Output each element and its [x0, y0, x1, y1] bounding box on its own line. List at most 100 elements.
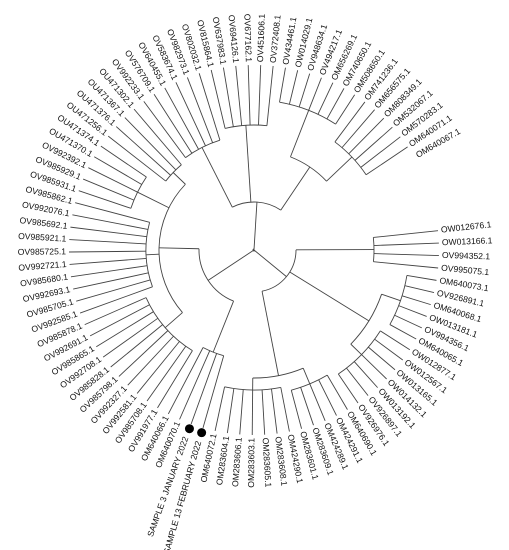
branch-line-84 — [88, 167, 138, 193]
leaf-label: OV992721.1 — [18, 259, 67, 273]
branch-line-53 — [167, 347, 204, 415]
branch-line-51 — [190, 353, 218, 425]
branch-line-68 — [146, 253, 160, 256]
branch-arc-57 — [145, 297, 193, 352]
branch-line-118 — [308, 77, 322, 111]
branch-line-83 — [82, 178, 135, 201]
branch-arc-31 — [291, 374, 328, 391]
branch-line-119 — [317, 82, 334, 115]
branch-line-41 — [261, 389, 266, 435]
tree-branches — [69, 65, 439, 435]
branch-line-21 — [380, 330, 411, 351]
branch-line-87 — [172, 172, 186, 185]
branch-line-18 — [389, 324, 417, 340]
leaf-label: OV677162.1 — [242, 14, 254, 63]
branch-line-129 — [365, 146, 408, 176]
branch-line-30 — [302, 367, 311, 385]
leaf-label: OM283608.1 — [273, 436, 289, 487]
sample-marker-dot — [184, 424, 194, 434]
branch-line-6 — [373, 242, 439, 246]
branch-line-25 — [353, 361, 378, 388]
branch-line-11 — [381, 293, 401, 302]
branch-line-109 — [258, 65, 262, 126]
branch-line-126 — [348, 117, 385, 155]
branch-line-116 — [288, 70, 299, 105]
branch-line-97 — [143, 101, 186, 158]
branch-line-89 — [107, 135, 167, 182]
branch-line-85 — [94, 156, 142, 185]
branch-arc-81 — [130, 176, 147, 209]
branch-arc-4 — [372, 237, 375, 262]
sample-markers — [184, 424, 207, 438]
leaf-label: OV994352.1 — [442, 250, 491, 261]
branch-arc-112 — [290, 156, 327, 182]
branch-line-28 — [261, 291, 279, 376]
branch-line-108 — [247, 65, 251, 126]
branch-line-62 — [118, 330, 169, 377]
leaf-label: OV985725.1 — [18, 246, 67, 257]
branch-line-16 — [398, 305, 427, 317]
branch-line-122 — [326, 156, 353, 182]
branch-arc-10 — [350, 294, 382, 345]
branch-line-7 — [373, 253, 439, 257]
branch-arc-69 — [145, 222, 153, 287]
branch-line-71 — [76, 279, 151, 302]
branch-line-50 — [202, 355, 225, 428]
branch-line-70 — [79, 286, 153, 314]
branch-line-48 — [212, 300, 234, 353]
branch-line-19 — [350, 343, 362, 355]
branch-line-73 — [70, 265, 148, 278]
branch-line-124 — [334, 101, 366, 143]
branch-arc-55 — [158, 183, 186, 313]
leaf-label: OV985692.1 — [19, 215, 68, 231]
branch-line-34 — [309, 383, 326, 421]
branch-line-100 — [175, 82, 206, 146]
branch-arc-12 — [389, 275, 408, 325]
branch-line-46 — [207, 249, 255, 281]
branch-line-26 — [346, 367, 369, 396]
branch-line-107 — [235, 65, 243, 126]
branch-line-36 — [290, 390, 302, 429]
branch-line-9 — [289, 271, 370, 322]
branch-line-66 — [89, 304, 150, 337]
leaf-label: OV372408.1 — [268, 14, 283, 63]
branch-line-8 — [373, 261, 439, 269]
branch-line-1 — [253, 249, 287, 277]
branch-line-91 — [124, 117, 177, 171]
leaf-label: OV985921.1 — [18, 231, 67, 244]
branch-line-98 — [153, 94, 193, 154]
branch-line-78 — [72, 214, 149, 230]
branch-line-60 — [136, 341, 180, 394]
branch-arc-47 — [198, 248, 234, 302]
branch-line-13 — [406, 274, 437, 281]
branch-line-128 — [360, 136, 401, 168]
branch-line-106 — [222, 67, 234, 127]
branch-line-72 — [73, 272, 149, 290]
branch-line-5 — [373, 230, 439, 238]
branch-arc-94 — [232, 201, 282, 211]
leaf-label: OV995075.1 — [441, 263, 490, 278]
branch-line-23 — [368, 346, 396, 371]
branch-line-110 — [266, 65, 274, 126]
leaf-label: OM283605.1 — [261, 437, 274, 487]
branch-line-101 — [186, 77, 214, 143]
branch-line-59 — [146, 346, 187, 402]
leaf-label: OM283606.1 — [230, 437, 244, 488]
branch-line-65 — [96, 311, 154, 348]
branch-line-92 — [133, 108, 182, 166]
branch-line-77 — [70, 226, 147, 238]
branch-line-90 — [115, 126, 171, 176]
branch-line-105 — [210, 69, 226, 129]
branch-line-76 — [69, 239, 147, 245]
branch-line-74 — [69, 257, 147, 265]
branch-line-33 — [318, 379, 337, 416]
branch-line-22 — [374, 338, 404, 361]
branch-line-99 — [164, 87, 199, 150]
branch-line-113 — [290, 110, 310, 158]
branch-line-127 — [354, 126, 393, 161]
branch-line-64 — [102, 317, 159, 358]
branch-line-24 — [361, 354, 387, 380]
branch-line-45 — [214, 386, 225, 431]
